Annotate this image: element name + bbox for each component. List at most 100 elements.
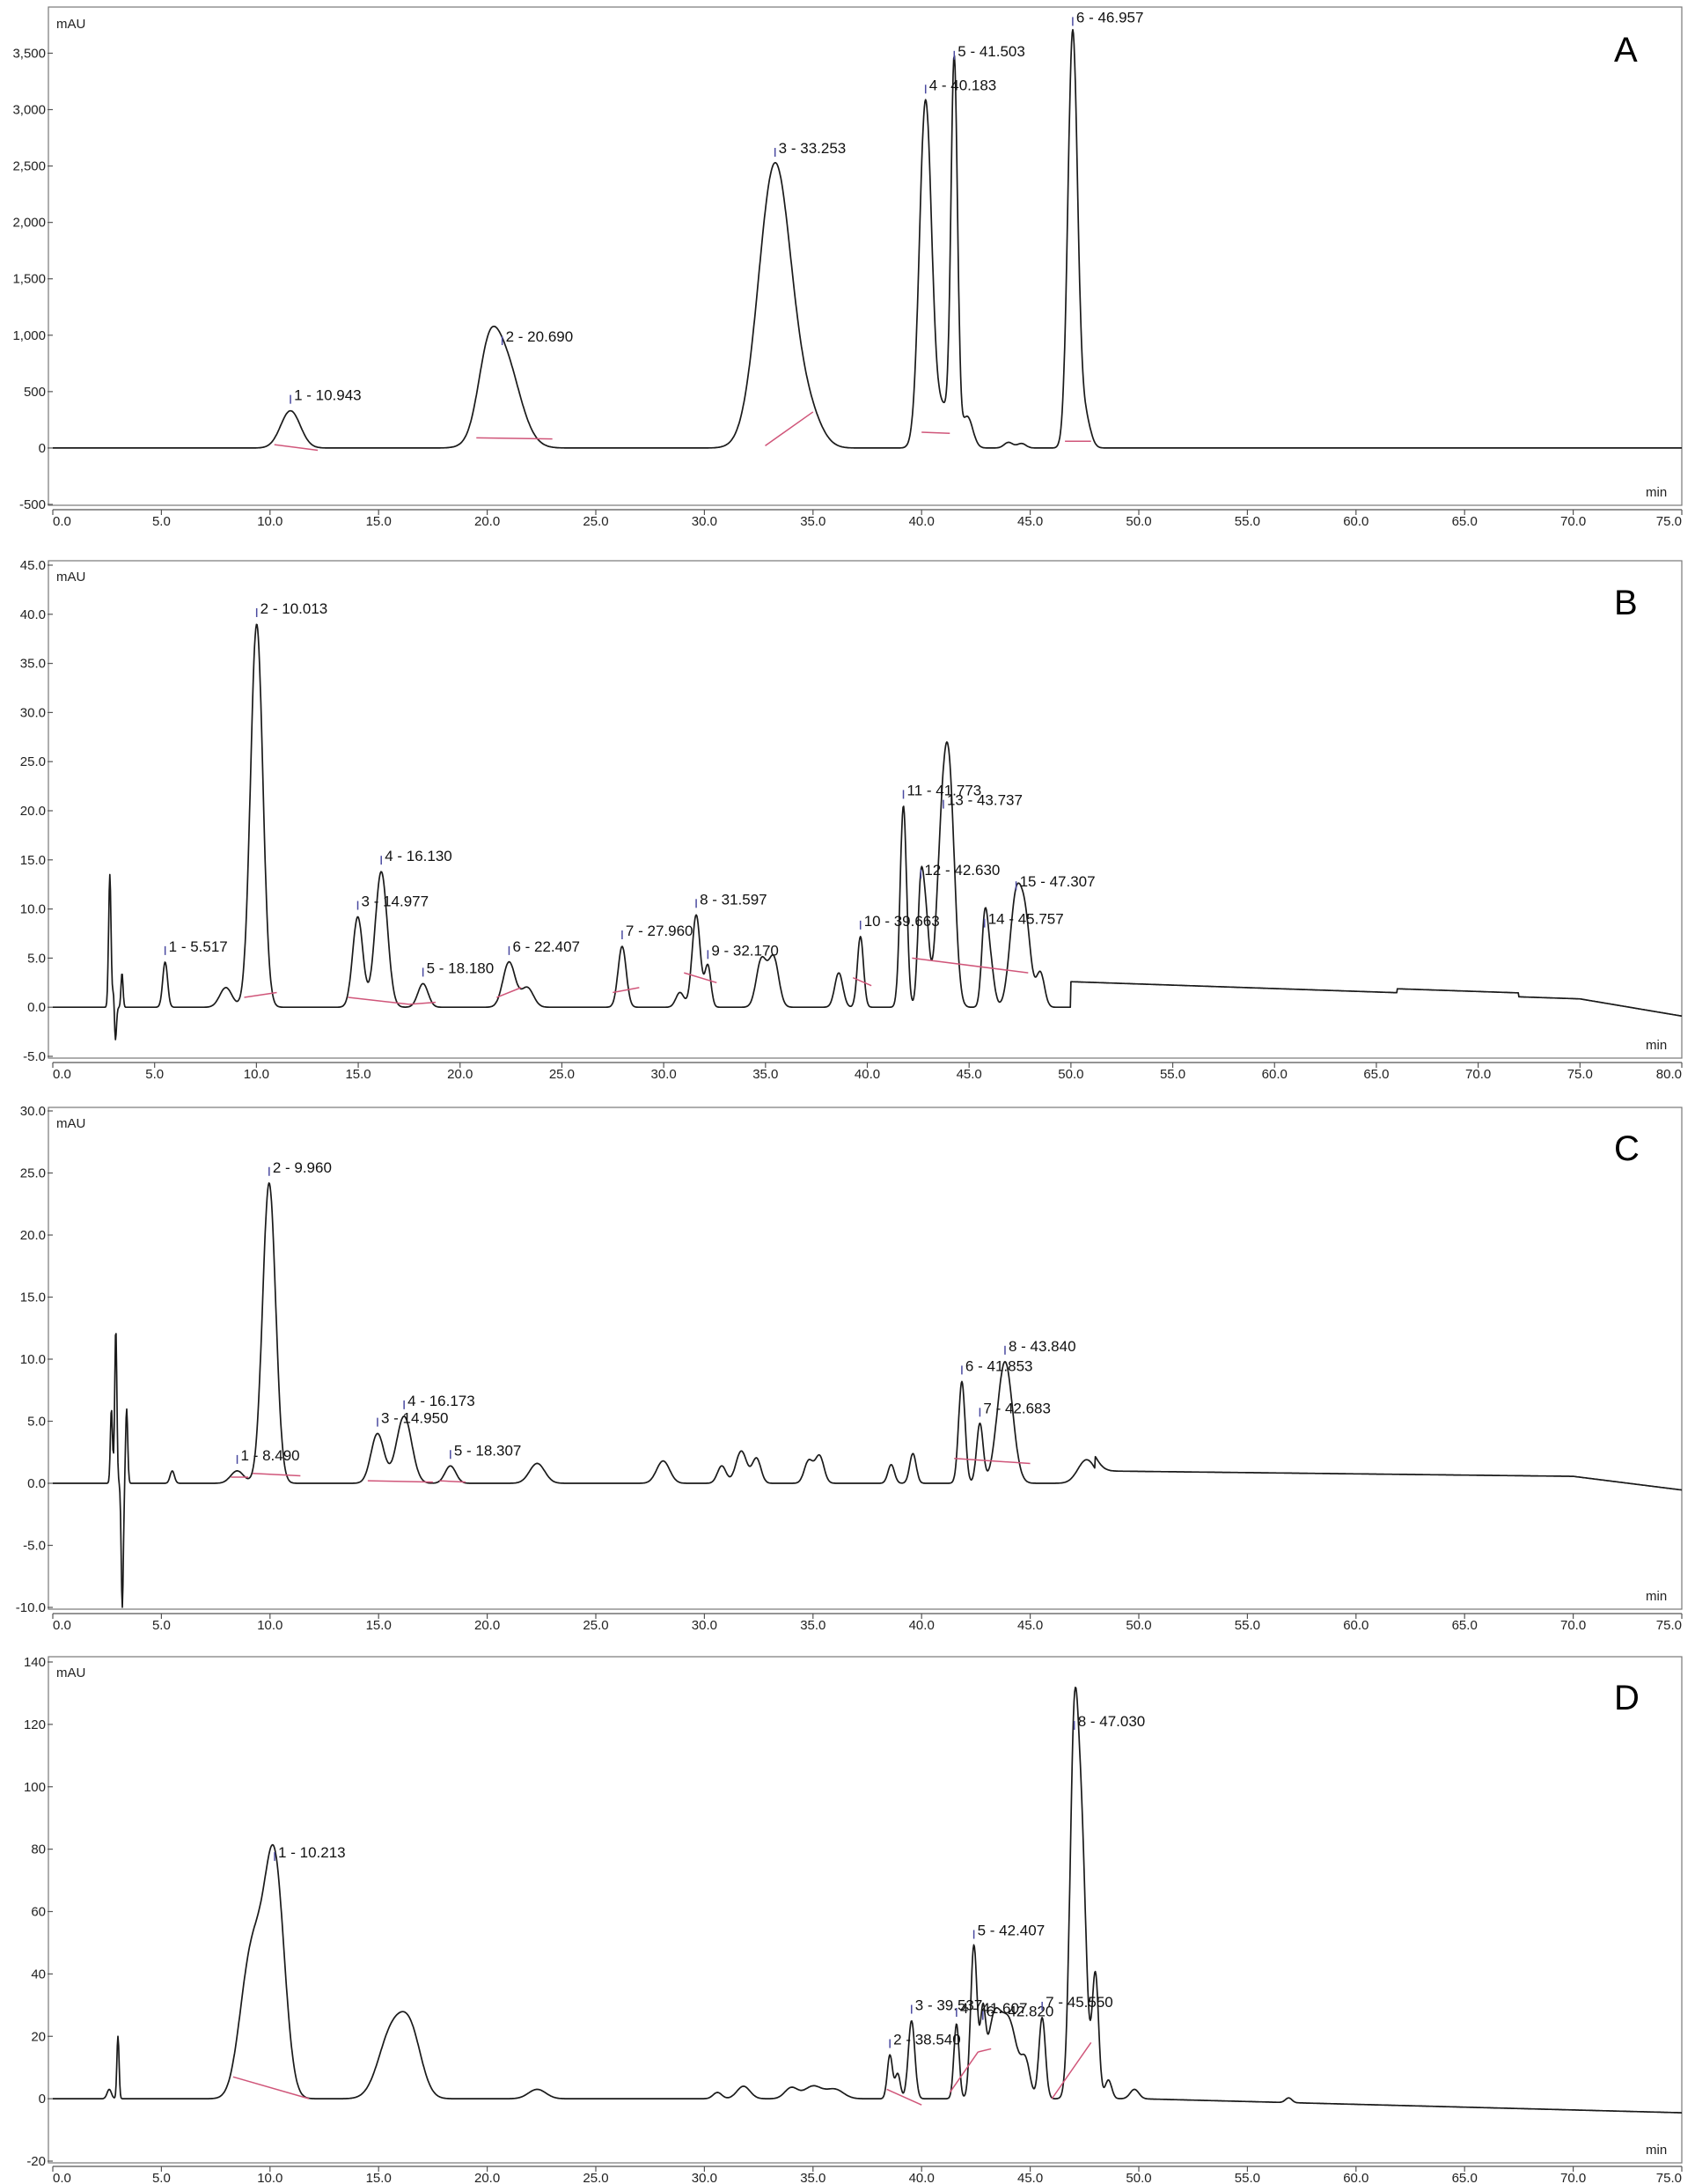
panel-b: mAU min B 0.0 5.0 10.0 15.0 20.0 25.0 30.0 35.0…	[20, 558, 1683, 1082]
panel-b-x-tick-label: 20.0	[447, 1067, 473, 1082]
panel-b-peak-label: 11 - 41.773	[907, 782, 982, 798]
panel-d-x-tick-label: 0.0	[53, 2171, 71, 2184]
panel-a: mAU min A 0.0 5.0 10.0 15.0 20.0 25.0 30.0 35.0…	[12, 6, 1683, 529]
panel-d-integration-baseline	[949, 2051, 979, 2093]
panel-c-y-tick-label: -10.0	[16, 1600, 46, 1615]
panel-b-peak-label: 12 - 42.630	[924, 862, 1000, 879]
panel-c-x-tick-label: 40.0	[909, 1618, 935, 1633]
panel-d-x-tick-label: 55.0	[1235, 2171, 1260, 2184]
panel-b-x-tick-label: 55.0	[1160, 1067, 1185, 1082]
panel-b-x-tick-label: 15.0	[345, 1067, 371, 1082]
panel-d-integration-baseline	[886, 2088, 922, 2106]
panel-b-peak-label: 9 - 32.170	[711, 942, 779, 959]
panel-a-y-unit: mAU	[56, 17, 85, 32]
panel-c-peak-label: 3 - 14.950	[381, 1410, 449, 1427]
panel-c-x-tick-label: 0.0	[53, 1618, 71, 1633]
panel-c-trace	[52, 1182, 1683, 1608]
panel-c-y-unit: mAU	[56, 1116, 85, 1131]
panel-b-x-tick-label: 10.0	[244, 1067, 269, 1082]
panel-c-x-tick-label: 45.0	[1017, 1618, 1043, 1633]
panel-a-peak-label: 5 - 41.503	[958, 43, 1025, 60]
panel-b-y-unit: mAU	[56, 570, 85, 585]
panel-b-integration-baseline	[244, 991, 277, 998]
panel-b-integration-baseline	[408, 1001, 437, 1005]
panel-d-x-tick-label: 40.0	[909, 2171, 935, 2184]
panel-c-x-tick-label: 30.0	[692, 1618, 717, 1633]
panel-c-peak-label: 1 - 8.490	[241, 1447, 300, 1464]
panel-d-integration-baseline	[232, 2076, 310, 2099]
panel-d-peak-label: 6 - 42.820	[987, 2004, 1054, 2020]
panel-d-integration-baseline	[978, 2048, 992, 2053]
panel-a-x-tick-label: 60.0	[1343, 514, 1368, 529]
panel-b-plot: 0.0 5.0 10.0 15.0 20.0 25.0 30.0 35.0 40.0 45.0 50…	[20, 558, 1683, 1082]
panel-c-x-tick-label: 20.0	[474, 1618, 500, 1633]
panel-b-peak-label: 4 - 16.130	[385, 848, 452, 864]
panel-b-x-tick-label: 25.0	[549, 1067, 575, 1082]
panel-a-x-tick-label: 20.0	[474, 514, 500, 529]
panel-c-y-tick-label: 5.0	[27, 1415, 46, 1430]
panel-d-peak-label: 3 - 39.537	[915, 1997, 983, 2014]
panel-a-x-tick-label: 35.0	[800, 514, 825, 529]
panel-d-peak-label: 1 - 10.213	[278, 1844, 346, 1861]
panel-d-x-tick-label: 50.0	[1126, 2171, 1151, 2184]
panel-d-y-tick-label: 120	[24, 1717, 46, 1732]
panel-d-peak-label: 2 - 38.540	[893, 2032, 961, 2048]
panel-d-x-tick-label: 20.0	[474, 2171, 500, 2184]
panel-d-y-tick-label: 140	[24, 1655, 46, 1670]
panel-d-y-tick-label: 0	[39, 2092, 46, 2107]
panel-c-y-tick-label: 30.0	[20, 1104, 46, 1119]
panel-a-y-tick-label: -500	[19, 497, 46, 512]
panel-b-y-tick-label: 45.0	[20, 558, 46, 573]
panel-d-x-tick-label: 60.0	[1343, 2171, 1368, 2184]
panel-a-peak-label: 6 - 46.957	[1076, 9, 1144, 26]
panel-d-x-tick-label: 65.0	[1452, 2171, 1478, 2184]
panel-c-x-tick-label: 75.0	[1656, 1618, 1682, 1633]
panel-c-y-tick-label: 20.0	[20, 1228, 46, 1243]
panel-b-integration-baseline	[348, 996, 409, 1005]
panel-c-peak-label: 6 - 41.853	[965, 1357, 1033, 1374]
panel-a-peak-label: 2 - 20.690	[506, 328, 574, 345]
panel-d-plot: 0.0 5.0 10.0 15.0 20.0 25.0 30.0 35.0 40.0 45.0 50…	[24, 1655, 1683, 2184]
panel-b-x-tick-label: 65.0	[1363, 1067, 1389, 1082]
panel-d-y-tick-label: 60	[31, 1905, 46, 1920]
panel-c-x-tick-label: 70.0	[1560, 1618, 1586, 1633]
panel-a-peak-label: 3 - 33.253	[779, 140, 847, 157]
panel-b-x-tick-label: 75.0	[1567, 1067, 1593, 1082]
panel-c-peak-label: 7 - 42.683	[983, 1400, 1051, 1416]
panel-b-peak-label: 15 - 47.307	[1020, 873, 1096, 890]
panel-c-x-tick-label: 55.0	[1235, 1618, 1260, 1633]
panel-c-integration-baseline	[367, 1480, 433, 1483]
panel-d-y-tick-label: 20	[31, 2029, 46, 2044]
panel-d-y-tick-label: 100	[24, 1780, 46, 1795]
panel-b-x-tick-label: 0.0	[53, 1067, 71, 1082]
panel-b-trace	[52, 623, 1683, 1041]
panel-b-y-tick-label: 25.0	[20, 754, 46, 769]
panel-b-y-tick-label: 15.0	[20, 853, 46, 868]
panel-b-x-tick-label: 40.0	[855, 1067, 880, 1082]
panel-c-y-tick-label: 0.0	[27, 1476, 46, 1491]
panel-c-x-tick-label: 35.0	[800, 1618, 825, 1633]
panel-d-y-tick-label: -20	[26, 2154, 46, 2169]
panel-d-x-tick-label: 70.0	[1560, 2171, 1586, 2184]
panel-b-x-tick-label: 60.0	[1262, 1067, 1288, 1082]
panel-b-integration-baseline	[613, 987, 640, 994]
panel-a-y-tick-label: 2,000	[12, 216, 46, 231]
panel-c-plot: 0.0 5.0 10.0 15.0 20.0 25.0 30.0 35.0 40.0 45.0 50…	[16, 1104, 1683, 1633]
panel-b-peak-label: 1 - 5.517	[169, 938, 228, 955]
panel-a-y-tick-label: 3,000	[12, 103, 46, 118]
panel-b-peak-label: 13 - 43.737	[947, 792, 1023, 809]
panel-c-x-tick-label: 25.0	[583, 1618, 608, 1633]
panel-d-trace	[52, 1687, 1683, 2114]
panel-b-peak-label: 6 - 22.407	[512, 938, 580, 955]
panel-d-peak-label: 5 - 42.407	[978, 1922, 1046, 1938]
panel-a-peak-label: 4 - 40.183	[929, 77, 997, 93]
panel-c-integration-baseline	[954, 1458, 1031, 1465]
panel-d-x-tick-label: 5.0	[152, 2171, 171, 2184]
panel-a-x-tick-label: 55.0	[1235, 514, 1260, 529]
panel-b-peak-label: 14 - 45.757	[988, 911, 1064, 928]
panel-c-x-tick-label: 65.0	[1452, 1618, 1478, 1633]
panel-a-x-tick-label: 65.0	[1452, 514, 1478, 529]
panel-a-x-tick-label: 25.0	[583, 514, 608, 529]
panel-c-y-tick-label: 25.0	[20, 1166, 46, 1181]
